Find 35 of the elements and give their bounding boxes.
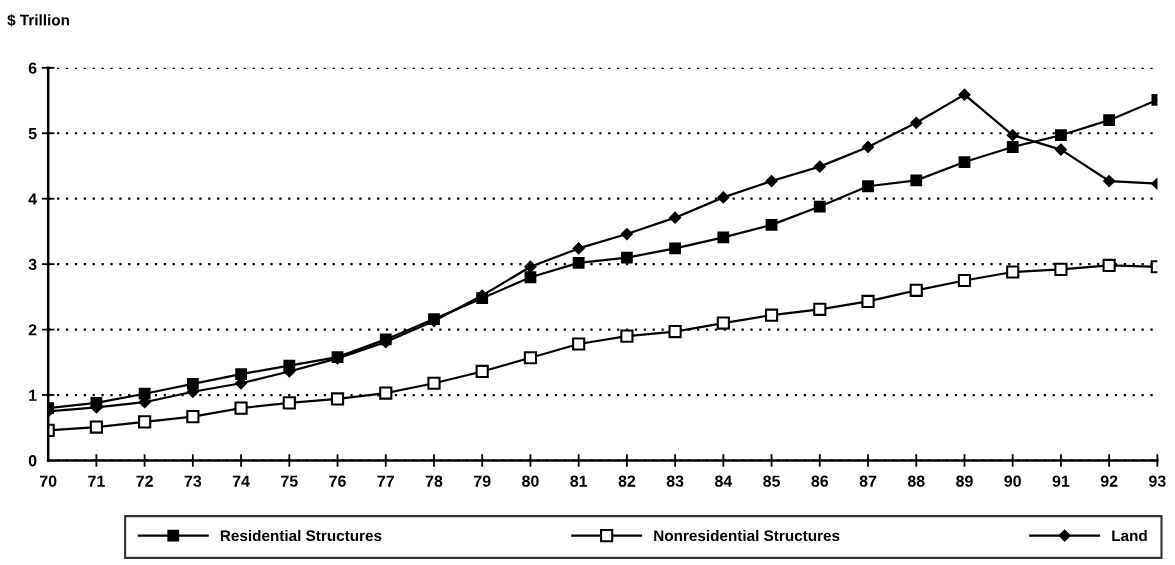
y-tick-label: 0 xyxy=(28,455,37,467)
x-tick-label: 88 xyxy=(907,475,925,487)
legend-label: Land xyxy=(1112,529,1147,542)
x-tick-label: 92 xyxy=(1100,475,1118,487)
y-tick-label: 6 xyxy=(28,62,37,74)
x-tick-label: 87 xyxy=(859,475,877,487)
y-axis-title: $ Trillion xyxy=(7,14,70,27)
x-tick-label: 77 xyxy=(377,475,394,487)
x-tick-label: 74 xyxy=(232,475,250,487)
x-tick-label: 76 xyxy=(329,475,346,487)
legend-label: Nonresidential Structures xyxy=(654,529,840,542)
y-tick-label: 1 xyxy=(29,389,37,401)
x-tick-label: 70 xyxy=(39,475,57,487)
y-tick-label: 3 xyxy=(28,258,37,271)
x-tick-label: 90 xyxy=(1004,475,1021,487)
x-tick-label: 78 xyxy=(425,475,443,487)
x-tick-label: 84 xyxy=(714,475,733,487)
x-tick-label: 75 xyxy=(281,475,298,487)
x-tick-label: 80 xyxy=(522,475,539,487)
y-tick-label: 4 xyxy=(28,193,37,205)
x-tick-label: 71 xyxy=(88,475,105,487)
x-tick-label: 83 xyxy=(666,475,684,487)
legend-label: Residential Structures xyxy=(220,529,382,542)
x-tick-label: 89 xyxy=(956,475,973,487)
x-tick-label: 91 xyxy=(1052,475,1070,487)
y-tick-label: 5 xyxy=(28,128,37,140)
x-tick-label: 79 xyxy=(474,475,491,487)
y-tick-label: 2 xyxy=(28,324,37,336)
x-tick-label: 81 xyxy=(570,475,588,487)
x-tick-label: 93 xyxy=(1149,475,1166,487)
x-tick-label: 72 xyxy=(136,475,153,487)
x-tick-label: 82 xyxy=(618,475,636,487)
x-tick-label: 73 xyxy=(184,475,202,487)
x-tick-label: 86 xyxy=(811,475,829,487)
x-tick-label: 85 xyxy=(763,475,781,487)
